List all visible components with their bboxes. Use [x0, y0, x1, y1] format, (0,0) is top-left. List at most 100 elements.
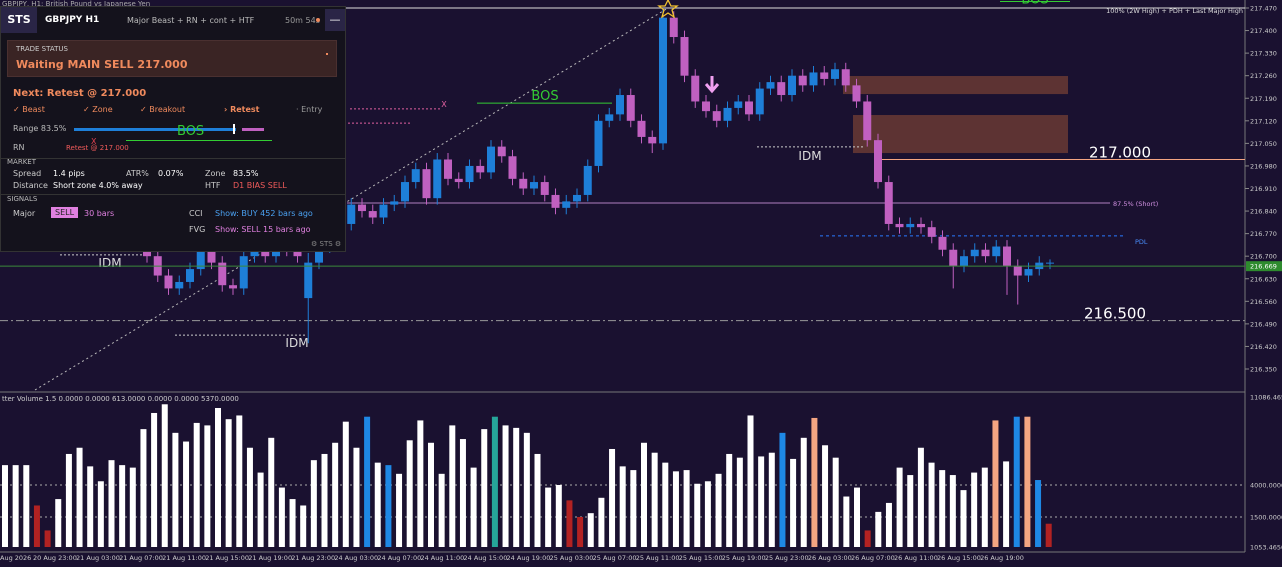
volume-bar: [1035, 480, 1042, 547]
candle-body: [874, 140, 882, 183]
volume-bar: [268, 437, 275, 547]
volume-bar: [683, 470, 690, 547]
volume-bar: [2, 465, 8, 547]
volume-bar: [55, 499, 62, 547]
candle-body: [809, 72, 818, 86]
volume-bar: [204, 425, 211, 547]
status-dot: [316, 18, 320, 22]
step: › Retest: [224, 105, 260, 114]
volume-bar: [33, 505, 40, 547]
volume-bar: [651, 452, 658, 547]
volume-bar: [736, 457, 743, 547]
candle-body: [508, 156, 517, 179]
x-tick-label: 25 Aug 07:00: [593, 554, 637, 562]
candle-body: [906, 223, 915, 228]
candle-body: [616, 95, 624, 115]
candle-body: [540, 182, 549, 195]
volume-bar: [332, 442, 339, 547]
volume-bar: [417, 420, 424, 547]
candle-body: [583, 165, 592, 195]
bos-line: [126, 140, 272, 141]
candle-body: [723, 107, 732, 121]
volume-bar: [523, 432, 530, 547]
volume-title: tter Volume 1.5 0.0000 0.0000 613.0000 0…: [2, 395, 239, 403]
level-label: IDM: [98, 256, 121, 270]
volume-bar: [747, 415, 754, 547]
market-label: Spread: [13, 169, 42, 178]
star-icon: [657, 0, 679, 19]
rn-value: Retest @ 217.000: [66, 144, 129, 152]
status-dot-small: [326, 53, 328, 55]
range-bar: [74, 128, 236, 131]
candle-body: [938, 236, 947, 250]
minimize-button[interactable]: —: [325, 9, 345, 31]
sts-panel: STS GBPJPY H1 Major Beast + RN + cont + …: [0, 6, 346, 252]
volume-bar: [321, 453, 328, 547]
volume-bar: [662, 462, 669, 547]
candle-body: [530, 182, 538, 189]
candle-body: [626, 95, 635, 121]
y-tick-label: 217.400: [1250, 27, 1277, 35]
candle-body: [304, 262, 313, 299]
step: ✓ Breakout: [140, 105, 186, 114]
x-tick-label: 25 Aug 23:00: [765, 554, 809, 562]
y-tick-label: 216.910: [1250, 185, 1277, 193]
x-tick-label: 25 Aug 15:00: [679, 554, 723, 562]
volume-tick-label: 11086.4650: [1250, 394, 1282, 402]
status-box: [7, 40, 337, 77]
volume-bar: [694, 483, 701, 547]
volume-bar: [907, 475, 914, 547]
candle-body: [766, 82, 775, 89]
volume-bar: [151, 412, 158, 547]
level-label: 100% (2W High) + PDH + Last Major High: [1106, 7, 1243, 15]
candle-body: [895, 223, 904, 228]
y-tick-label: 216.420: [1250, 343, 1277, 351]
current-price-label: 216.669: [1250, 263, 1277, 271]
volume-bar: [76, 447, 83, 547]
volume-bar: [225, 419, 232, 547]
signal-label: FVG: [189, 225, 206, 234]
volume-bar: [715, 473, 722, 547]
y-tick-label: 216.560: [1250, 298, 1277, 306]
volume-bar: [587, 513, 594, 547]
volume-bar: [385, 465, 392, 547]
candle-body: [519, 178, 528, 189]
market-label: HTF: [205, 181, 221, 190]
volume-bar: [140, 429, 147, 547]
supply-zone: [843, 76, 1068, 95]
volume-bar: [630, 470, 637, 547]
y-tick-label: 217.260: [1250, 72, 1277, 80]
range-label: Range 83.5%: [13, 124, 67, 133]
volume-bar: [459, 439, 466, 547]
market-label: ATR%: [126, 169, 149, 178]
y-tick-label: 217.330: [1250, 50, 1277, 58]
volume-bar: [875, 511, 882, 547]
x-tick-label: 25 Aug 19:00: [722, 554, 766, 562]
x-tick-label: 21 Aug 03:00: [76, 554, 120, 562]
candle-body: [831, 69, 839, 79]
signals-heading: SIGNALS: [7, 195, 38, 203]
candle-body: [315, 246, 323, 263]
candle-body: [401, 182, 409, 202]
candle-body: [390, 201, 399, 205]
candle-body: [551, 194, 560, 208]
x-tick-label: 21 Aug 11:00: [162, 554, 206, 562]
volume-bar: [236, 415, 243, 547]
volume-bar: [119, 465, 126, 547]
volume-bar: [598, 497, 605, 547]
candle-body: [1003, 246, 1011, 266]
volume-tick-label: 4000.0000: [1250, 482, 1282, 490]
candle-body: [573, 194, 581, 202]
candle-body: [648, 136, 657, 144]
y-tick-label: 216.700: [1250, 253, 1277, 261]
x-tick-label: 21 Aug 19:00: [248, 554, 292, 562]
status-text: Waiting MAIN SELL 217.000: [16, 58, 188, 71]
volume-bar: [811, 417, 818, 547]
candle-body: [411, 169, 420, 183]
volume-bar: [981, 467, 988, 547]
step: ✓ Beast: [13, 105, 45, 114]
y-tick-label: 217.190: [1250, 95, 1277, 103]
